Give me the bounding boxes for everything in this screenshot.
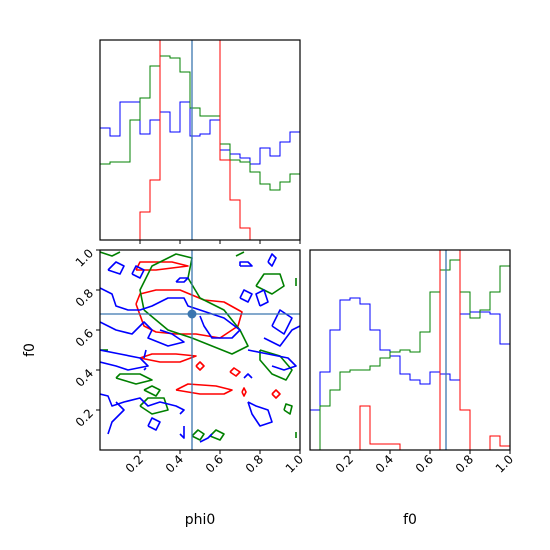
contour-2-18 [143, 349, 147, 359]
contour-2-4 [107, 401, 125, 435]
contour-0-3 [139, 353, 197, 363]
x-axis-label-f0: f0 [403, 512, 417, 528]
histogram-f0-panel: 0.2 0.4 0.6 0.8 1.0 [309, 249, 516, 476]
contour-0-6 [241, 387, 247, 397]
joint-phi0-xtick-label: 0.8 [243, 452, 266, 475]
contour-2-11 [267, 253, 277, 267]
contour-2-0 [100, 287, 241, 339]
contour-2-10 [239, 261, 253, 267]
joint-f0-ytick-label: 0.6 [73, 326, 96, 349]
contour-2-8 [131, 265, 145, 279]
contour-1-2 [139, 397, 169, 415]
hist-f0-xtick-label: 0.2 [333, 452, 356, 475]
contour-2-9 [175, 277, 189, 283]
truth-point [187, 309, 197, 319]
contour-1-6 [255, 273, 285, 295]
contour-2-7 [107, 261, 125, 275]
contour-2-15 [255, 289, 269, 307]
hist-f0-xtick-label: 0.6 [413, 452, 436, 475]
contour-2-3 [100, 393, 185, 415]
contour-2-13 [263, 325, 300, 347]
contour-2-6 [179, 426, 185, 439]
hist-phi0-series-2 [100, 40, 300, 240]
contour-0-1 [135, 261, 189, 271]
y-axis-label-f0: f0 [22, 343, 38, 357]
joint-f0-ytick-label: 0.2 [73, 406, 96, 429]
joint-phi0-xtick-label: 0.6 [203, 452, 226, 475]
contour-1-5 [209, 429, 225, 441]
contour-1-10 [235, 251, 245, 257]
hist-phi0-series-1 [100, 55, 300, 240]
histogram-f0-series [310, 250, 510, 450]
hist-f0-series-1 [310, 259, 510, 450]
contour-layer [100, 250, 300, 450]
joint-phi0-xtick-label: 1.0 [283, 452, 306, 475]
contour-2-21 [243, 373, 253, 379]
histogram-phi0-series [100, 40, 300, 240]
hist-f0-series-2 [310, 250, 510, 450]
contour-2-1 [100, 321, 185, 347]
contour-2-19 [143, 367, 147, 371]
joint-contour-panel: 0.2 0.4 0.6 0.8 1.0 0.2 0.4 0.6 0.8 1.0 [73, 246, 306, 475]
histogram-phi0-panel [99, 39, 301, 244]
contour-2-16 [247, 349, 297, 371]
hist-f0-xtick-label: 0.8 [453, 452, 476, 475]
histogram-phi0-frame [99, 39, 301, 241]
joint-f0-ytick-label: 0.4 [73, 366, 96, 389]
joint-f0-ytick-label: 0.8 [73, 286, 96, 309]
contour-1-8 [283, 403, 293, 415]
histogram-f0-frame [309, 249, 511, 451]
joint-phi0-xtick-label: 0.4 [163, 452, 186, 475]
joint-panel-frame [99, 249, 301, 451]
contour-1-7 [259, 349, 293, 381]
contour-0-5 [229, 367, 241, 377]
contour-1-3 [143, 385, 161, 397]
contour-1-4 [191, 429, 205, 441]
contour-2-17 [247, 401, 273, 427]
contour-0-4 [195, 361, 205, 371]
contour-1-9 [100, 251, 121, 257]
hist-f0-series-0 [310, 297, 510, 450]
contour-1-0 [139, 253, 249, 355]
hist-f0-xtick-label: 0.4 [373, 452, 396, 475]
contour-2-12 [239, 289, 253, 303]
contour-1-1 [115, 373, 153, 385]
contour-2-2 [100, 349, 149, 371]
joint-phi0-xtick-label: 0.2 [123, 452, 146, 475]
joint-f0-ytick-label: 1.0 [73, 246, 96, 269]
x-axis-label-phi0: phi0 [185, 512, 216, 528]
contour-2-14 [271, 309, 293, 335]
hist-f0-xtick-label: 1.0 [493, 452, 516, 475]
contour-0-2 [175, 383, 233, 395]
contour-2-20 [199, 433, 213, 443]
contour-2-5 [147, 417, 161, 431]
hist-phi0-series-0 [100, 101, 300, 240]
contour-0-7 [271, 389, 281, 399]
contour-0-0 [135, 289, 243, 339]
